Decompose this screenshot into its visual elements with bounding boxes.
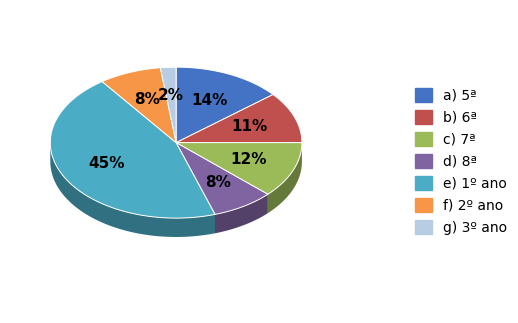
Polygon shape (50, 82, 215, 218)
Polygon shape (50, 143, 215, 237)
Polygon shape (102, 68, 176, 143)
Text: 14%: 14% (191, 93, 227, 108)
Polygon shape (176, 67, 273, 143)
Text: 2%: 2% (158, 89, 184, 103)
Text: 8%: 8% (205, 175, 231, 190)
Text: 8%: 8% (135, 92, 161, 107)
Text: 12%: 12% (231, 152, 267, 167)
Polygon shape (176, 143, 302, 194)
Polygon shape (161, 67, 176, 143)
Text: 45%: 45% (89, 156, 125, 172)
Polygon shape (268, 143, 302, 213)
Legend: a) 5ª, b) 6ª, c) 7ª, d) 8ª, e) 1º ano, f) 2º ano, g) 3º ano: a) 5ª, b) 6ª, c) 7ª, d) 8ª, e) 1º ano, f… (411, 84, 511, 239)
Polygon shape (176, 143, 268, 214)
Polygon shape (176, 95, 302, 143)
Text: 11%: 11% (232, 119, 268, 134)
Polygon shape (215, 194, 268, 233)
